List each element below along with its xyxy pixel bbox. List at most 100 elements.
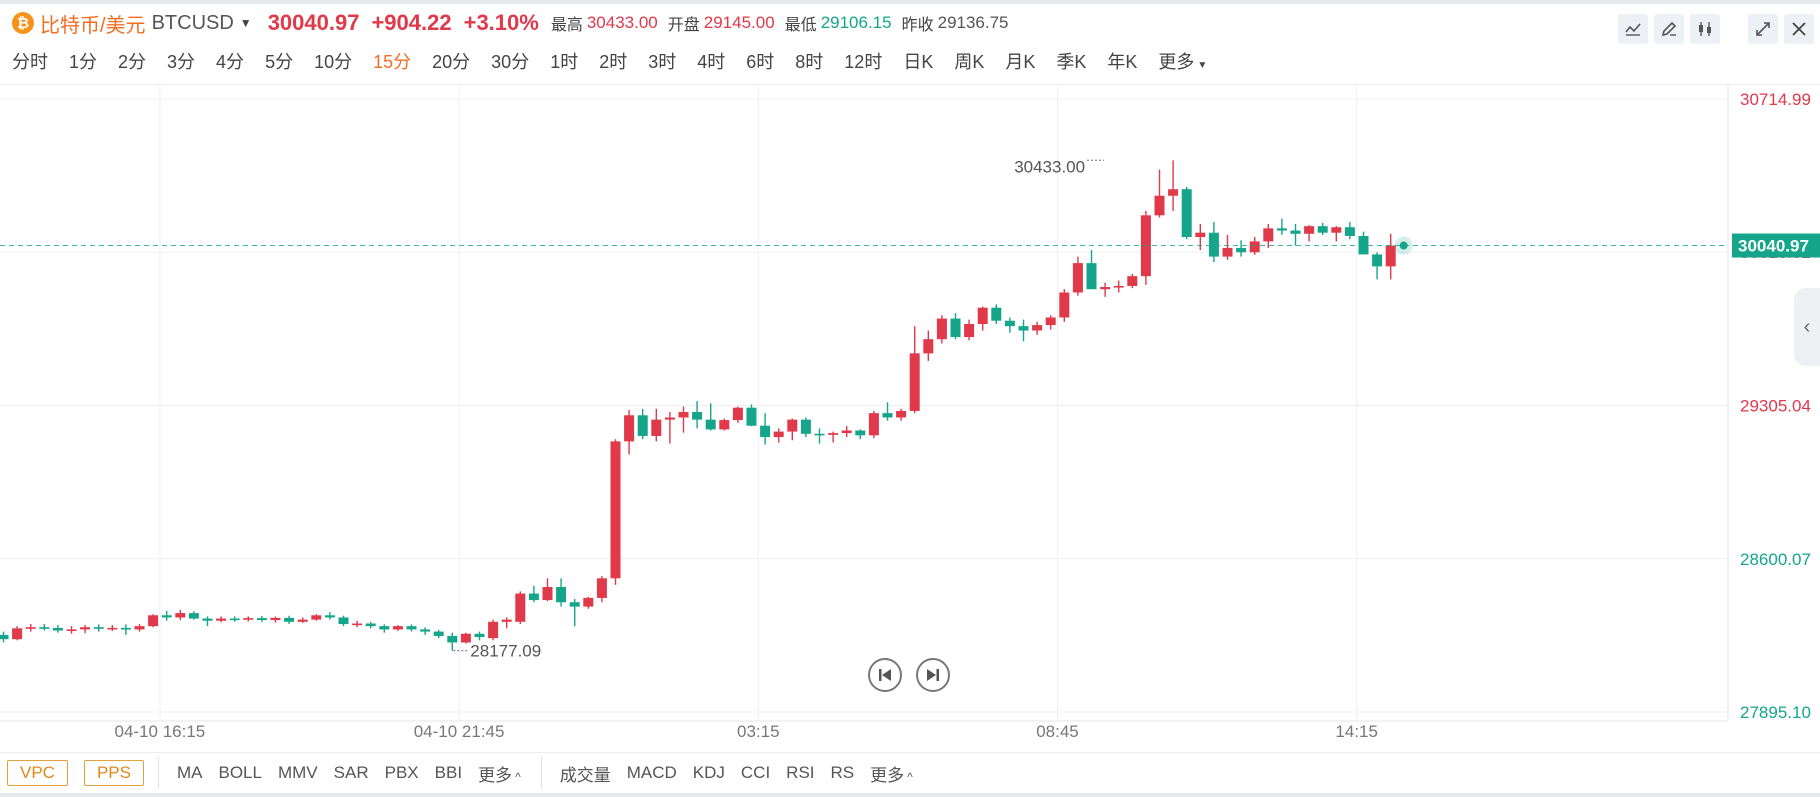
indicator-pbx[interactable]: PBX	[384, 763, 419, 782]
interval-label: 6时	[746, 52, 775, 72]
indicator-cci[interactable]: CCI	[740, 763, 771, 782]
interval-tab[interactable]: 日K	[903, 48, 933, 74]
interval-tab[interactable]: 30分	[491, 48, 529, 74]
open-value: 29145.00	[703, 13, 775, 32]
interval-tab[interactable]: 12时	[844, 48, 882, 74]
skip-forward-icon	[927, 669, 939, 681]
interval-tab[interactable]: 4时	[697, 48, 725, 74]
interval-tab[interactable]: 15分	[373, 48, 411, 74]
fullscreen-icon[interactable]	[1748, 14, 1778, 44]
indicator-rsi[interactable]: RSI	[786, 763, 815, 782]
candle-body	[148, 615, 159, 627]
candle-body	[433, 631, 444, 636]
price-change: +904.22	[371, 10, 452, 35]
high-value: 30433.00	[586, 13, 658, 32]
candle-body	[882, 413, 893, 418]
indicator-pps[interactable]: PPS	[83, 760, 144, 786]
candle-body	[80, 627, 91, 630]
candle-body	[1249, 241, 1260, 253]
replay-next-button[interactable]	[916, 658, 950, 692]
interval-tab[interactable]: 6时	[746, 48, 774, 74]
candle-body	[12, 628, 23, 640]
candle-body	[39, 627, 50, 629]
line-style-icon[interactable]	[1618, 14, 1648, 44]
interval-label: 15分	[373, 52, 412, 72]
candle-body	[1004, 320, 1015, 327]
candle-icon[interactable]	[1690, 14, 1720, 44]
indicator-kdj[interactable]: KDJ	[692, 763, 725, 782]
indicator-bbi[interactable]: BBI	[434, 763, 463, 782]
y-tick-label: 30714.99	[1740, 90, 1811, 109]
main-indicators-more[interactable]: 更多 ^	[478, 761, 521, 786]
interval-tab[interactable]: 3分	[167, 48, 195, 74]
interval-tab[interactable]: 2时	[599, 48, 627, 74]
interval-label: 更多	[1158, 52, 1195, 72]
interval-tab[interactable]: 4分	[216, 48, 244, 74]
interval-tab[interactable]: 10分	[314, 48, 352, 74]
interval-tab[interactable]: 8时	[795, 48, 823, 74]
candle-body	[1236, 247, 1247, 253]
more-label: 更多	[870, 765, 905, 785]
candle-body	[855, 430, 866, 436]
candle-body	[1290, 230, 1301, 234]
interval-label: 4分	[216, 52, 245, 72]
candle-body	[678, 412, 689, 418]
interval-label: 2时	[599, 52, 628, 72]
replay-prev-button[interactable]	[868, 658, 902, 692]
interval-tab[interactable]: 季K	[1056, 48, 1086, 74]
candle-body	[1127, 276, 1138, 286]
low-label: 最低	[784, 17, 817, 34]
interval-tab[interactable]: 1时	[550, 48, 578, 74]
sub-indicators-more[interactable]: 更多 ^	[870, 761, 913, 786]
interval-tab[interactable]: 更多 ▼	[1158, 48, 1207, 74]
indicator-macd[interactable]: MACD	[626, 763, 677, 782]
last-price-tag	[1732, 233, 1820, 258]
interval-tab[interactable]: 分时	[12, 48, 48, 74]
indicator-sar[interactable]: SAR	[333, 763, 369, 782]
candle-body	[515, 593, 526, 622]
y-tick-label: 27895.10	[1740, 703, 1811, 722]
candle-body	[352, 623, 363, 626]
indicator-ma[interactable]: MA	[177, 763, 203, 782]
symbol-name[interactable]: 比特币/美元	[40, 14, 146, 37]
candlestick-chart[interactable]: 30714.9930010.0229305.0428600.0727895.10…	[0, 85, 1820, 745]
interval-tab[interactable]: 5分	[265, 48, 293, 74]
draw-icon[interactable]	[1654, 14, 1684, 44]
candle-body	[1276, 228, 1287, 231]
interval-tab[interactable]: 月K	[1005, 48, 1035, 74]
candle-body	[311, 615, 322, 620]
interval-tab[interactable]: 2分	[118, 48, 146, 74]
interval-tab[interactable]: 3时	[648, 48, 676, 74]
symbol-code[interactable]: BTCUSD	[151, 11, 234, 34]
chart-toolbar	[1618, 14, 1814, 44]
chevron-left-icon: ‹	[1803, 315, 1811, 338]
interval-label: 2分	[118, 52, 147, 72]
collapse-panel-handle[interactable]: ‹	[1794, 288, 1820, 366]
symbol-dropdown-caret-icon[interactable]: ▼	[239, 16, 252, 30]
interval-tab[interactable]: 20分	[432, 48, 470, 74]
symbol-header: ₿ 比特币/美元 BTCUSD ▼ 30040.97 +904.22 +3.10…	[0, 8, 1620, 38]
candle-body	[828, 433, 839, 435]
candle-body	[338, 617, 349, 624]
candle-body	[1181, 189, 1192, 238]
candle-body	[977, 307, 988, 324]
interval-tab[interactable]: 年K	[1107, 48, 1137, 74]
interval-label: 年K	[1107, 52, 1138, 72]
candle-body	[107, 627, 118, 630]
indicator-mmv[interactable]: MMV	[277, 763, 318, 782]
candle-body	[923, 339, 934, 354]
interval-tab[interactable]: 1分	[69, 48, 97, 74]
indicator-rs[interactable]: RS	[830, 763, 855, 782]
low-annotation-label: 28177.09	[470, 642, 541, 661]
close-icon[interactable]	[1784, 14, 1814, 44]
interval-label: 1分	[69, 52, 98, 72]
candle-body	[1195, 232, 1206, 238]
interval-tab[interactable]: 周K	[954, 48, 984, 74]
indicator-volume[interactable]: 成交量	[559, 765, 611, 785]
interval-label: 12时	[844, 52, 883, 72]
indicator-vpc[interactable]: VPC	[7, 760, 68, 786]
indicator-boll[interactable]: BOLL	[218, 763, 262, 782]
candle-body	[488, 621, 499, 639]
candle-body	[406, 626, 417, 630]
interval-label: 分时	[12, 52, 48, 72]
